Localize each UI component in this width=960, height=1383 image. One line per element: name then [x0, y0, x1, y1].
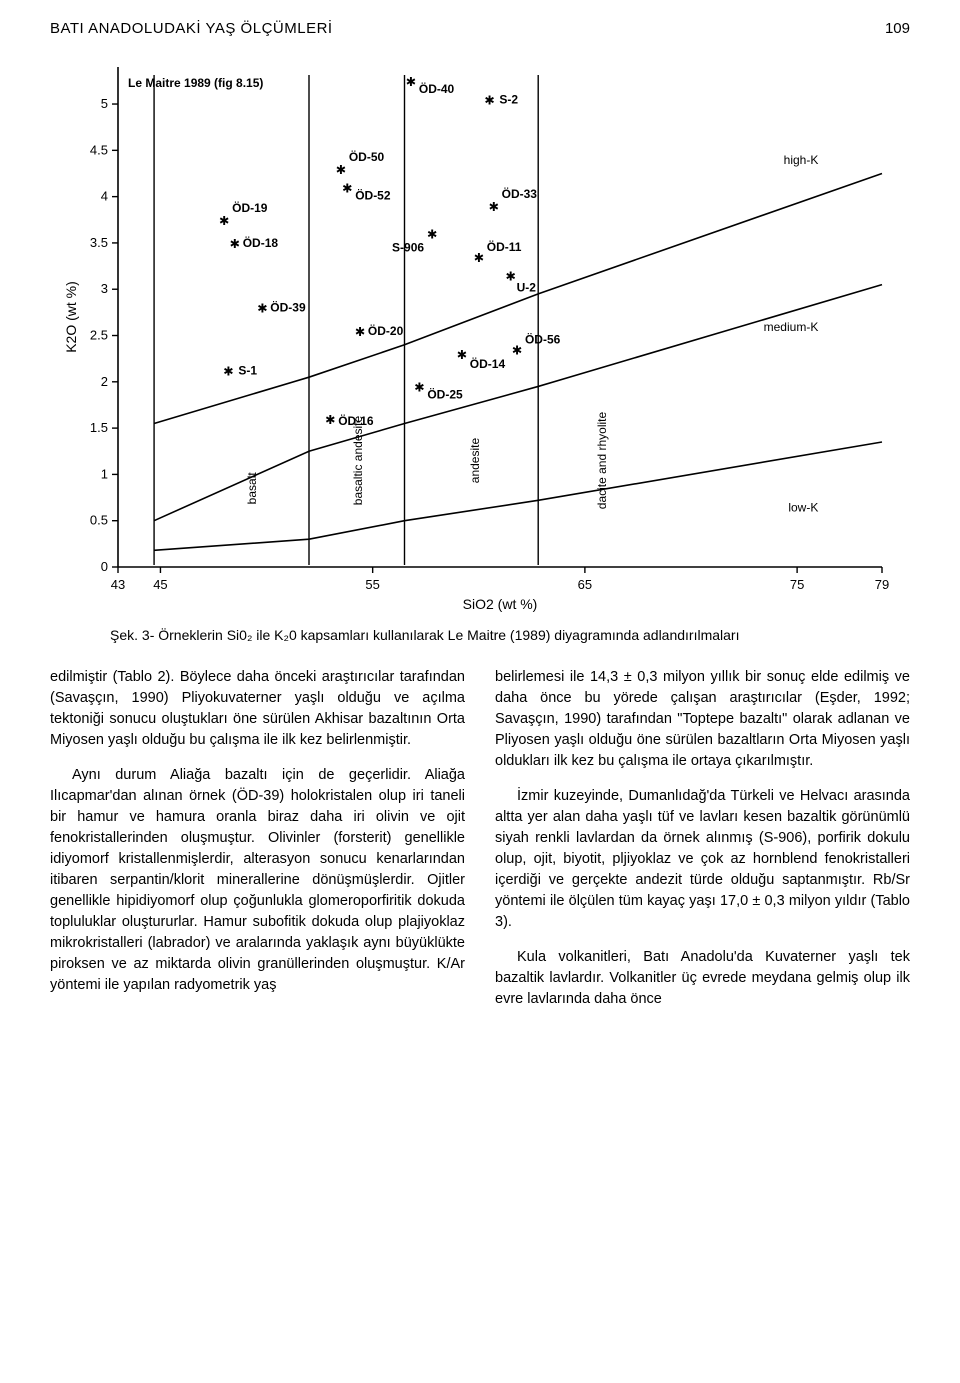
svg-text:3: 3 [101, 281, 108, 296]
svg-text:✱: ✱ [355, 321, 365, 340]
svg-text:U-2: U-2 [517, 280, 537, 294]
body-columns: edilmiştir (Tablo 2). Böylece daha öncek… [50, 667, 910, 1024]
svg-text:ÖD-39: ÖD-39 [270, 300, 306, 315]
svg-text:basalt: basalt [245, 472, 259, 505]
figure-caption: Şek. 3- Örneklerin Si0₂ ile K₂0 kapsamla… [110, 627, 910, 643]
svg-text:✱: ✱ [489, 196, 499, 215]
svg-text:2.5: 2.5 [90, 328, 108, 343]
svg-text:75: 75 [790, 577, 804, 592]
svg-text:andesite: andesite [468, 438, 482, 484]
svg-text:K2O (wt %): K2O (wt %) [63, 281, 79, 353]
paragraph: İzmir kuzeyinde, Dumanlıdağ'da Türkeli v… [495, 786, 910, 933]
svg-text:✱: ✱ [230, 233, 240, 252]
svg-text:55: 55 [365, 577, 379, 592]
svg-text:43: 43 [111, 577, 125, 592]
left-column: edilmiştir (Tablo 2). Böylece daha öncek… [50, 667, 465, 1024]
svg-text:ÖD-50: ÖD-50 [349, 149, 385, 164]
scatter-chart: 0 0.5 1 1.5 2 2.5 3 3.5 4 4.5 5 43 45 55 65 75 79 SiO2 (w… [60, 55, 900, 615]
svg-text:✱: ✱ [342, 177, 352, 196]
svg-text:0: 0 [101, 559, 108, 574]
svg-text:✱: ✱ [219, 210, 229, 229]
svg-text:SiO2 (wt %): SiO2 (wt %) [463, 596, 538, 612]
svg-text:1.5: 1.5 [90, 420, 108, 435]
svg-text:low-K: low-K [788, 500, 818, 514]
paragraph: edilmiştir (Tablo 2). Böylece daha öncek… [50, 667, 465, 751]
svg-text:✱: ✱ [427, 224, 437, 243]
svg-text:2: 2 [101, 374, 108, 389]
svg-text:65: 65 [578, 577, 592, 592]
svg-text:medium-K: medium-K [764, 320, 819, 334]
svg-text:high-K: high-K [784, 153, 819, 167]
svg-text:dacite and rhyolite: dacite and rhyolite [595, 412, 609, 510]
running-head: BATI ANADOLUDAKİ YAŞ ÖLÇÜMLERİ [50, 20, 333, 37]
svg-text:ÖD-11: ÖD-11 [487, 239, 522, 254]
svg-text:ÖD-19: ÖD-19 [232, 200, 268, 215]
paragraph: belirlemesi ile 14,3 ± 0,3 milyon yıllık… [495, 667, 910, 772]
svg-text:✱: ✱ [415, 376, 425, 395]
figure-3: 0 0.5 1 1.5 2 2.5 3 3.5 4 4.5 5 43 45 55 65 75 79 SiO2 (w… [50, 55, 910, 615]
svg-text:Le Maitre 1989 (fig 8.15): Le Maitre 1989 (fig 8.15) [128, 76, 263, 90]
paragraph: Kula volkanitleri, Batı Anadolu'da Kuvat… [495, 947, 910, 1010]
svg-text:ÖD-33: ÖD-33 [502, 186, 538, 201]
svg-text:ÖD-40: ÖD-40 [419, 81, 455, 96]
svg-text:✱: ✱ [506, 265, 516, 284]
svg-text:basaltic andesite: basaltic andesite [351, 415, 365, 505]
svg-text:✱: ✱ [325, 409, 335, 428]
svg-text:45: 45 [153, 577, 167, 592]
svg-text:ÖD-52: ÖD-52 [355, 187, 391, 202]
svg-text:ÖD-20: ÖD-20 [368, 323, 404, 338]
svg-text:S-2: S-2 [499, 92, 518, 106]
svg-text:S-1: S-1 [238, 364, 257, 378]
page-number: 109 [885, 20, 910, 37]
svg-text:✱: ✱ [485, 89, 495, 108]
svg-text:3.5: 3.5 [90, 235, 108, 250]
svg-text:✱: ✱ [224, 361, 234, 380]
svg-text:✱: ✱ [406, 71, 416, 90]
svg-text:ÖD-14: ÖD-14 [470, 356, 506, 371]
svg-text:S-906: S-906 [392, 241, 424, 255]
paragraph: Aynı durum Aliağa bazaltı için de geçerl… [50, 765, 465, 996]
svg-text:ÖD-25: ÖD-25 [427, 386, 463, 401]
svg-text:4.5: 4.5 [90, 142, 108, 157]
right-column: belirlemesi ile 14,3 ± 0,3 milyon yıllık… [495, 667, 910, 1024]
svg-text:5: 5 [101, 96, 108, 111]
svg-text:ÖD-56: ÖD-56 [525, 331, 561, 346]
svg-text:✱: ✱ [512, 339, 522, 358]
svg-text:1: 1 [101, 466, 108, 481]
svg-text:✱: ✱ [257, 298, 267, 317]
svg-text:4: 4 [101, 189, 108, 204]
svg-text:✱: ✱ [336, 159, 346, 178]
svg-text:ÖD-18: ÖD-18 [243, 235, 279, 250]
svg-text:✱: ✱ [457, 344, 467, 363]
page-header: BATI ANADOLUDAKİ YAŞ ÖLÇÜMLERİ 109 [50, 20, 910, 37]
svg-text:✱: ✱ [474, 247, 484, 266]
svg-text:0.5: 0.5 [90, 513, 108, 528]
svg-text:79: 79 [875, 577, 889, 592]
svg-text:ÖD-16: ÖD-16 [338, 413, 374, 428]
